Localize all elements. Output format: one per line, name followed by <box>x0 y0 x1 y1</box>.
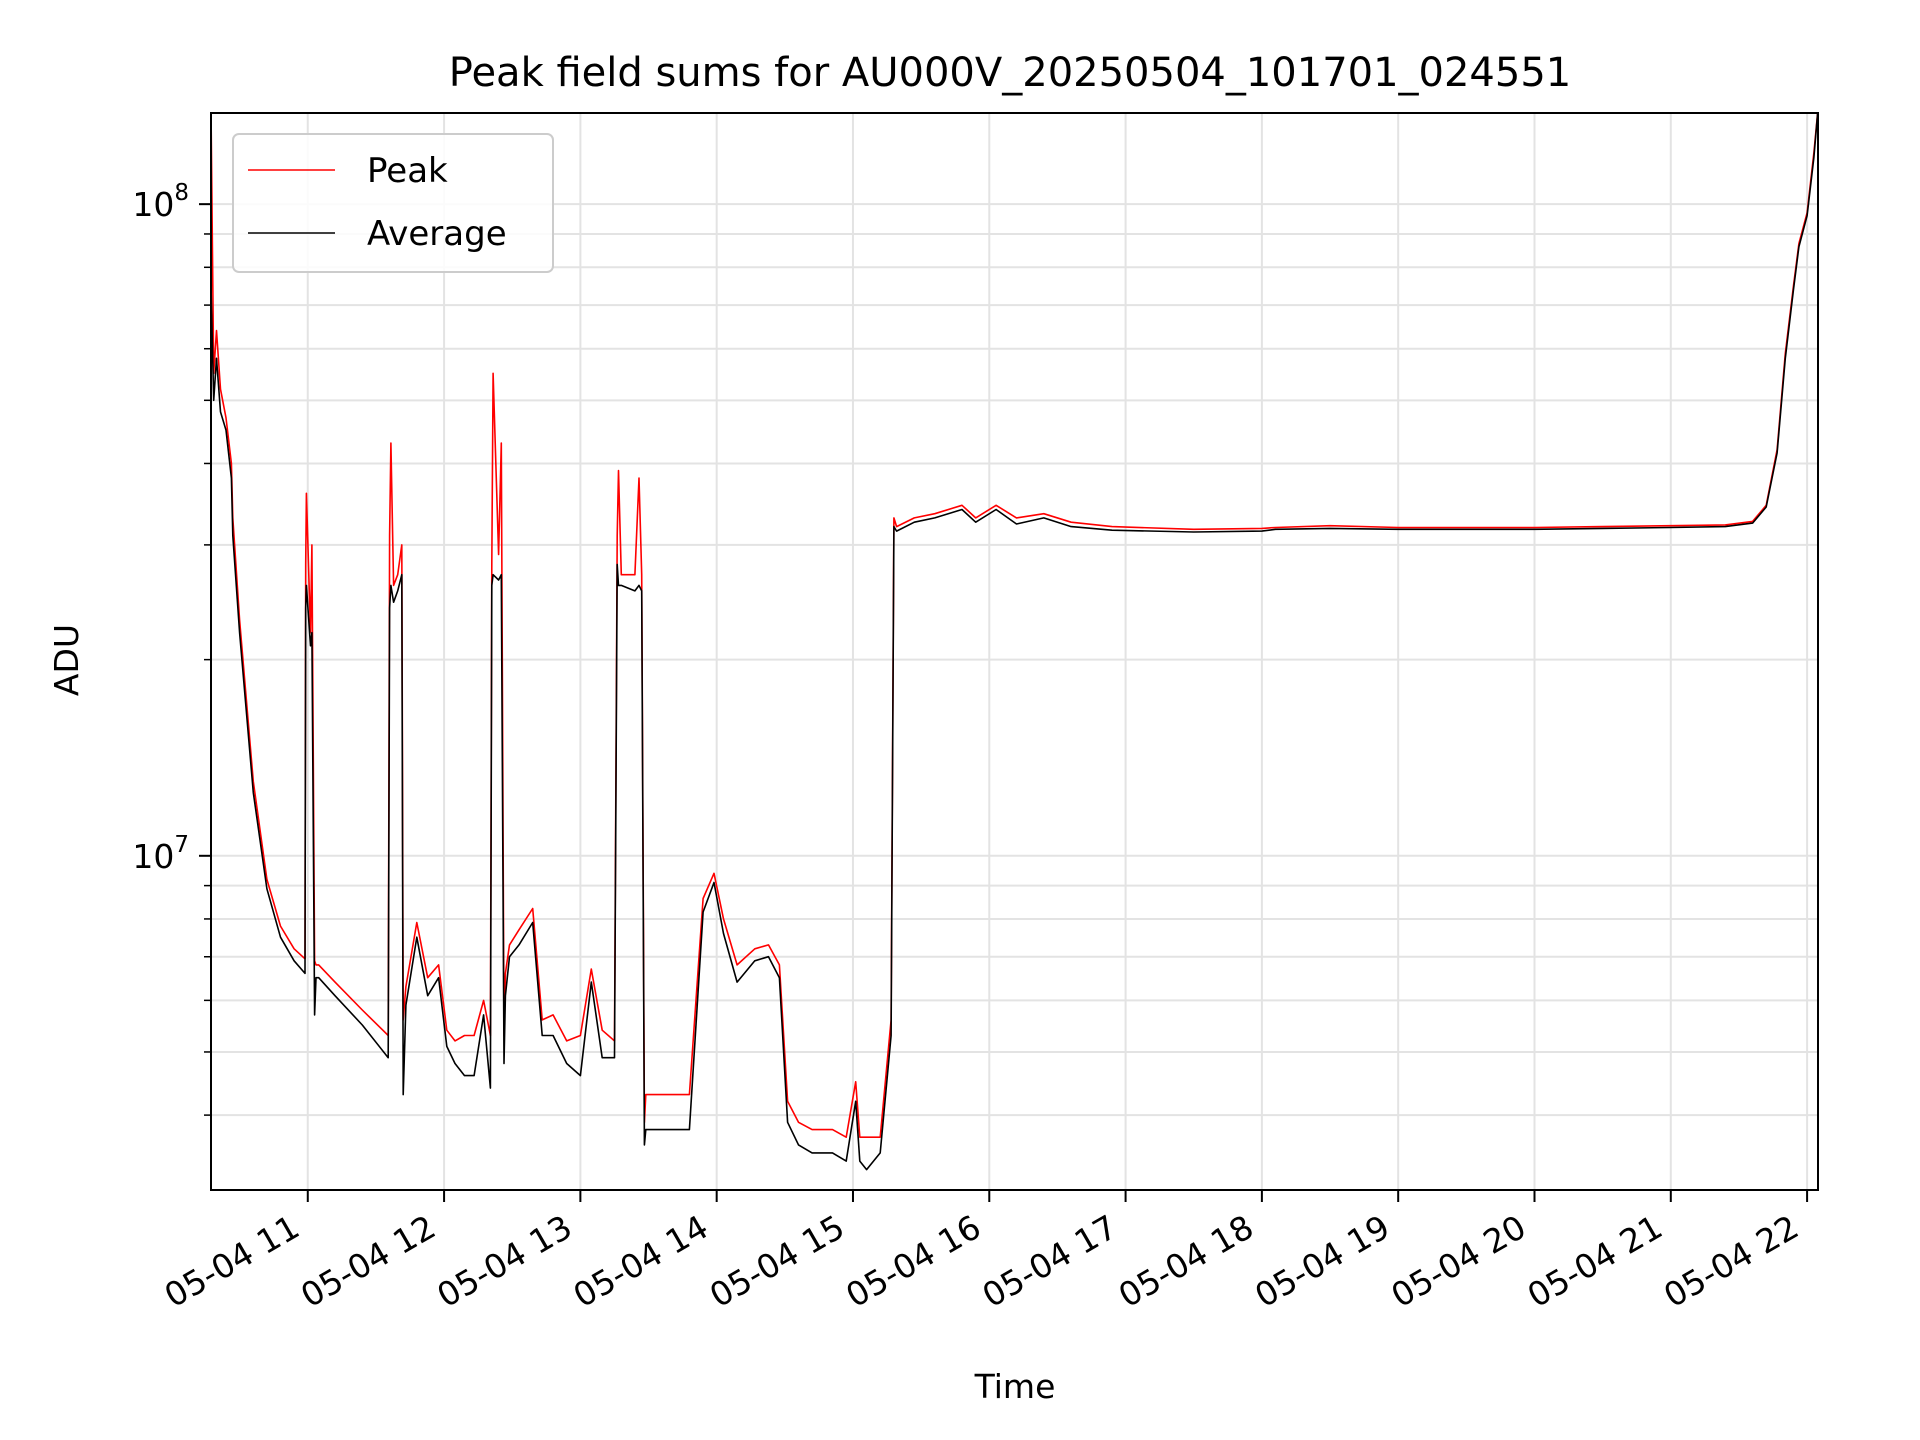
y-tick-label: 108 <box>132 180 189 224</box>
legend-peak-label: Peak <box>367 151 448 191</box>
legend-average-label: Average <box>367 214 507 254</box>
chart-title: Peak field sums for AU000V_20250504_1017… <box>449 50 1571 96</box>
series-line-average <box>211 113 1818 1171</box>
plot-frame <box>210 112 1819 1191</box>
series-lines <box>211 113 1818 1171</box>
y-tick-label: 107 <box>132 832 189 876</box>
x-axis-label: Time <box>974 1367 1056 1406</box>
grid <box>211 113 1818 1190</box>
y-axis-label: ADU <box>47 624 86 696</box>
series-line-peak <box>211 113 1818 1138</box>
legend-box <box>232 133 554 273</box>
legend: Peak Average <box>232 133 554 273</box>
